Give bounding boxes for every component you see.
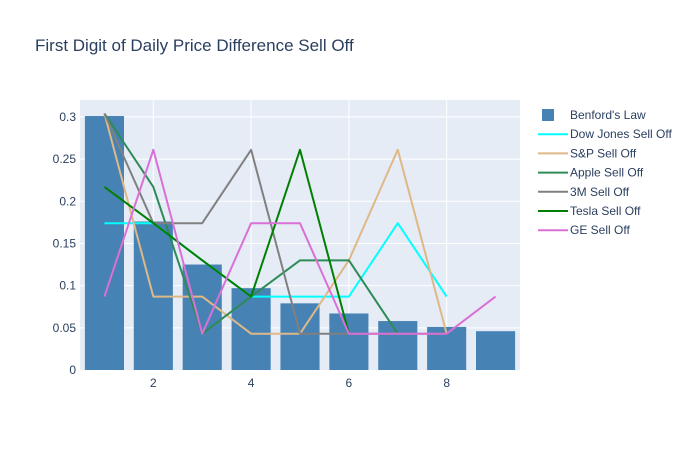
- y-tick-label: 0.15: [53, 236, 77, 250]
- legend-item-s-p-sell-off[interactable]: S&P Sell Off: [538, 146, 637, 160]
- legend-item-apple-sell-off[interactable]: Apple Sell Off: [538, 166, 644, 180]
- x-axis-ticks: 2 4 6 8: [150, 376, 450, 390]
- y-tick-label: 0.2: [59, 194, 76, 208]
- legend-label: 3M Sell Off: [570, 185, 630, 199]
- legend-label: S&P Sell Off: [570, 146, 637, 160]
- bar-benfords-law[interactable]: [378, 321, 418, 370]
- legend-item-benford-s-law[interactable]: Benford's Law: [542, 108, 646, 122]
- line-ge-sell-off[interactable]: [103, 148, 497, 335]
- legend-item-ge-sell-off[interactable]: GE Sell Off: [538, 223, 630, 237]
- bar-benfords-law[interactable]: [476, 331, 516, 370]
- line-series: [103, 112, 497, 335]
- legend-label: Benford's Law: [570, 108, 646, 122]
- legend-item-tesla-sell-off[interactable]: Tesla Sell Off: [538, 204, 641, 218]
- y-tick-label: 0.05: [53, 321, 77, 335]
- legend-swatch: [542, 109, 554, 121]
- legend-label: Tesla Sell Off: [570, 204, 641, 218]
- x-tick-label: 2: [150, 376, 157, 390]
- bar-series: [84, 116, 516, 370]
- bar-benfords-law[interactable]: [231, 288, 271, 370]
- bar-benfords-law[interactable]: [329, 313, 369, 370]
- chart-title: First Digit of Daily Price Difference Se…: [35, 36, 354, 55]
- y-tick-label: 0.3: [59, 110, 76, 124]
- legend-label: Dow Jones Sell Off: [570, 127, 672, 141]
- bar-benfords-law[interactable]: [84, 116, 124, 370]
- y-tick-label: 0: [69, 363, 76, 377]
- x-tick-label: 6: [346, 376, 353, 390]
- y-tick-label: 0.25: [53, 152, 77, 166]
- line-s-p-sell-off[interactable]: [103, 113, 448, 335]
- legend[interactable]: Benford's Law Dow Jones Sell Off S&P Sell …: [538, 108, 672, 237]
- legend-item-3m-sell-off[interactable]: 3M Sell Off: [538, 185, 630, 199]
- legend-item-dow-jones-sell-off[interactable]: Dow Jones Sell Off: [538, 127, 672, 141]
- legend-label: GE Sell Off: [570, 223, 630, 237]
- x-tick-label: 8: [443, 376, 450, 390]
- legend-label: Apple Sell Off: [570, 166, 644, 180]
- x-tick-label: 4: [248, 376, 255, 390]
- y-axis-ticks: 0 0.05 0.1 0.15 0.2 0.25 0.3: [53, 110, 77, 377]
- y-tick-label: 0.1: [59, 279, 76, 293]
